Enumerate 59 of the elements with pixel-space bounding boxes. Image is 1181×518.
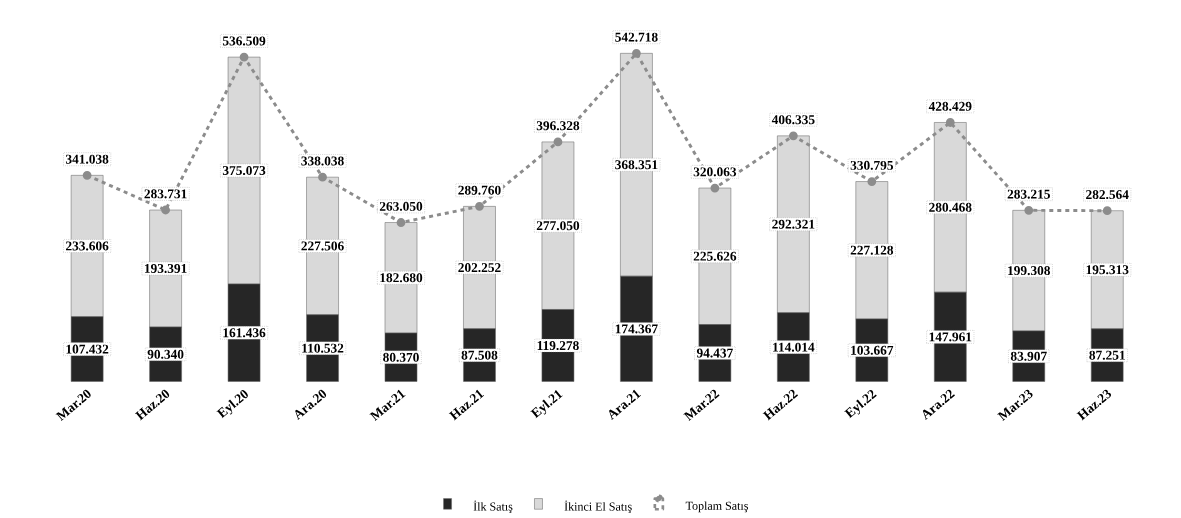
data-label: 277.050 [536, 221, 580, 231]
data-label: 428.429 [928, 101, 972, 111]
point [1024, 205, 1034, 215]
data-label: 119.278 [537, 341, 579, 351]
point [1102, 206, 1112, 216]
data-label: 283.215 [1007, 189, 1050, 199]
data-label: 161.436 [223, 328, 266, 338]
data-label: 114.014 [773, 342, 815, 352]
point [867, 177, 877, 187]
data-label: 227.128 [850, 245, 894, 255]
data-label: 202.252 [458, 263, 501, 273]
data-label: 396.328 [536, 121, 580, 131]
point [82, 171, 92, 180]
data-label: 233.606 [66, 241, 109, 251]
point [788, 131, 798, 141]
data-label: 103.667 [851, 345, 894, 355]
legend-label: Toplam Satış [685, 501, 748, 513]
point [396, 218, 406, 227]
data-label: 289.760 [458, 185, 501, 195]
data-label: 542.718 [615, 32, 658, 42]
data-label: 338.038 [301, 156, 344, 166]
data-label: 199.308 [1008, 266, 1051, 276]
data-label: 227.506 [301, 241, 344, 251]
data-label: 193.391 [144, 264, 187, 274]
point [318, 172, 327, 182]
data-label: 330.795 [850, 160, 894, 171]
point [475, 202, 484, 211]
data-label: 147.961 [929, 332, 972, 342]
data-label: 292.321 [772, 219, 815, 229]
point [710, 183, 720, 193]
point [161, 205, 170, 215]
data-label: 107.432 [66, 344, 109, 354]
point [632, 49, 641, 58]
data-label: 280.468 [929, 202, 972, 212]
data-label: 87.251 [1089, 350, 1125, 360]
data-label: 263.050 [379, 201, 423, 211]
point [239, 52, 249, 62]
data-label: 225.626 [693, 251, 737, 261]
point [945, 118, 955, 127]
data-label: 110.532 [302, 343, 344, 353]
legend-label: İkinci El Satış [564, 500, 632, 514]
data-label: 174.367 [615, 324, 658, 334]
legend-label: İlk Satış [473, 500, 513, 514]
point [553, 137, 563, 147]
data-label: 406.335 [771, 115, 815, 125]
data-label: 94.437 [696, 348, 733, 358]
data-label: 283.731 [144, 189, 187, 199]
data-label: 83.907 [1010, 351, 1047, 361]
data-label: 195.313 [1086, 265, 1129, 275]
data-label: 87.508 [461, 350, 498, 360]
data-label: 282.564 [1086, 190, 1129, 200]
data-label: 90.340 [147, 349, 184, 359]
data-label: 368.351 [615, 160, 658, 170]
data-label: 320.063 [693, 167, 737, 177]
data-label: 341.038 [65, 154, 109, 164]
data-label: 536.509 [222, 36, 266, 46]
data-label: 375.073 [222, 166, 266, 176]
data-label: 80.370 [383, 352, 419, 362]
data-label: 182.680 [380, 273, 423, 283]
